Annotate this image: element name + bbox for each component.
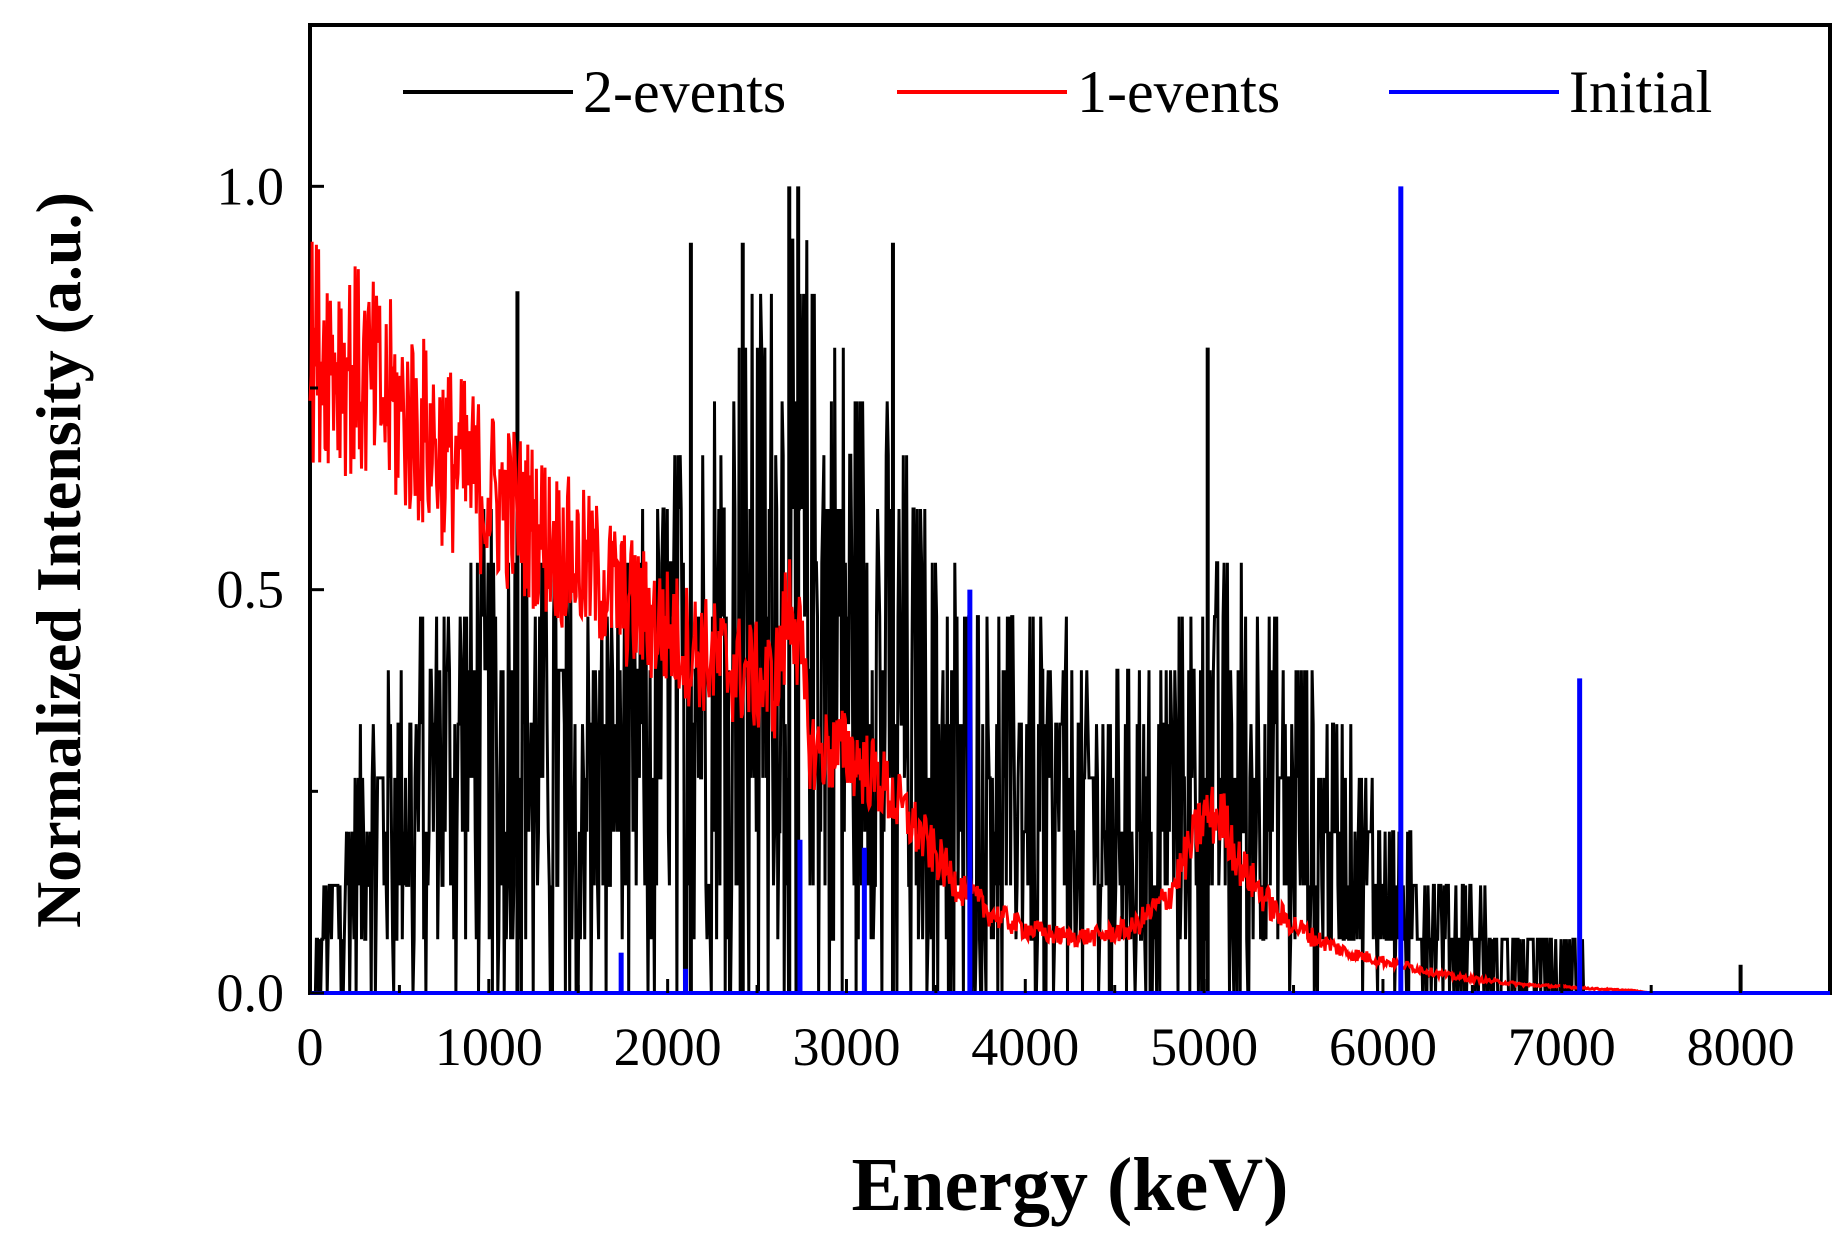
legend-item-1-events: 1-events	[897, 59, 1280, 125]
y-axis-label: Normalized Intensity (a.u.)	[23, 192, 94, 928]
legend-item-2-events: 2-events	[403, 59, 786, 125]
x-tick-label: 6000	[1329, 1017, 1437, 1077]
y-tick-label: 0.5	[217, 560, 285, 620]
x-tick-label: 0	[297, 1017, 324, 1077]
series-line-2-events	[310, 238, 1830, 995]
y-tick-label: 1.0	[217, 156, 285, 216]
x-tick-label: 3000	[792, 1017, 900, 1077]
x-axis-label: Energy (keV)	[852, 1143, 1289, 1227]
series-line-1-events	[308, 241, 1652, 995]
legend-item-initial: Initial	[1389, 59, 1712, 125]
series-1-events	[308, 241, 1652, 995]
x-tick-label: 5000	[1150, 1017, 1258, 1077]
axis-layer: 0 1000 2000 3000 4000 5000 6000 7000 8000 0.0 0.5 1…	[217, 156, 1795, 1077]
x-tick-label: 4000	[971, 1017, 1079, 1077]
x-tick-label: 1000	[435, 1017, 543, 1077]
legend-label: 1-events	[1077, 59, 1280, 125]
series-initial	[310, 186, 1830, 995]
x-tick-label: 2000	[614, 1017, 722, 1077]
x-tick-label: 7000	[1508, 1017, 1616, 1077]
series-layer	[308, 186, 1830, 995]
x-tick-label: 8000	[1687, 1017, 1795, 1077]
legend-label: 2-events	[583, 59, 786, 125]
legend-label: Initial	[1569, 59, 1712, 125]
legend: 2-events 1-events Initial	[403, 59, 1712, 125]
y-tick-label: 0.0	[217, 963, 285, 1023]
